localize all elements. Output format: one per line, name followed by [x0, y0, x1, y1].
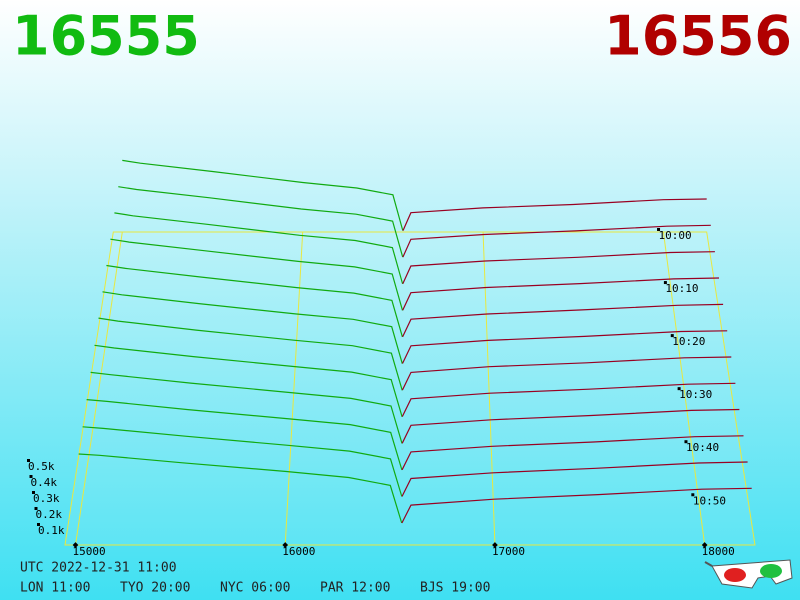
bids-depth-line — [102, 291, 403, 364]
z-tick-mark — [37, 523, 40, 526]
t-tick-label: 10:40 — [686, 441, 719, 454]
bids-depth-line — [90, 371, 403, 444]
bids-depth-line — [114, 212, 404, 285]
x-tick-mark — [492, 542, 498, 548]
asks-depth-line — [402, 198, 707, 231]
asks-depth-line — [402, 277, 720, 311]
z-tick-label: 0.1k — [38, 524, 65, 537]
bids-depth-line — [122, 159, 404, 231]
asks-depth-line — [402, 303, 724, 338]
t-tick-label: 10:50 — [693, 494, 726, 507]
t-tick-mark — [677, 387, 681, 391]
t-tick-mark — [663, 281, 667, 285]
city-time: NYC 06:00 — [220, 581, 290, 596]
x-tick-mark — [72, 542, 79, 548]
grid-line — [74, 231, 123, 546]
z-tick-mark — [34, 507, 38, 510]
asks-depth-line — [401, 435, 744, 471]
asks-depth-line — [401, 461, 748, 497]
asks-depth-line — [401, 487, 752, 524]
x-tick-mark — [282, 542, 289, 548]
asks-depth-line — [402, 251, 715, 285]
t-tick-mark — [691, 493, 695, 497]
t-tick-label: 10:30 — [679, 388, 712, 401]
asks-depth-line — [401, 356, 732, 391]
city-time: PAR 12:00 — [320, 581, 390, 596]
z-tick-mark — [29, 475, 33, 478]
bids-depth-line — [86, 399, 403, 471]
grid-line — [284, 231, 304, 546]
bids-depth-line — [82, 426, 403, 497]
ask-price: 16556 — [604, 5, 792, 68]
x-tick-mark — [701, 542, 708, 548]
asks-depth-line — [401, 330, 728, 364]
city-time: TYO 20:00 — [120, 581, 190, 596]
z-tick-label: 0.2k — [36, 508, 63, 521]
city-times: LON 11:00 TYO 20:00 NYC 06:00 PAR 12:00 BJS … — [20, 581, 490, 596]
asks-depth-line — [401, 408, 740, 444]
bid-price: 16555 — [12, 5, 200, 68]
z-tick-label: 0.4k — [31, 476, 58, 489]
bids-depth-line — [110, 238, 404, 311]
grid-line — [662, 231, 706, 546]
plot: 15000 16000 17000 18000 0.1k 0.2k 0.3k 0.4k 0.5k… — [27, 159, 756, 558]
x-tick-label: 17000 — [492, 545, 525, 558]
floor-frame — [64, 231, 756, 546]
t-tick-mark — [684, 440, 688, 444]
bids-depth-line — [118, 186, 404, 258]
grid-line — [482, 231, 496, 546]
asks-depth-line — [402, 224, 711, 258]
x-tick-label: 15000 — [72, 545, 105, 558]
x-tick-label: 18000 — [702, 545, 735, 558]
bids-depth-line — [94, 344, 403, 417]
z-tick-mark — [32, 491, 35, 494]
t-tick-label: 10:00 — [659, 229, 692, 242]
3d-glasses-icon — [704, 559, 793, 589]
utc-time: UTC 2022-12-31 11:00 — [20, 561, 177, 576]
t-tick-label: 10:20 — [672, 335, 705, 348]
bids-depth-line — [98, 317, 403, 391]
z-tick-label: 0.5k — [28, 460, 55, 473]
z-tick-mark — [27, 459, 30, 462]
asks-depth-line — [401, 382, 736, 417]
x-tick-label: 16000 — [282, 545, 315, 558]
z-tick-label: 0.3k — [33, 492, 60, 505]
bids-depth-line — [78, 453, 403, 524]
bids-depth-line — [106, 264, 403, 338]
city-time: LON 11:00 — [20, 581, 90, 596]
t-tick-mark — [670, 334, 674, 338]
city-time: BJS 19:00 — [420, 581, 490, 596]
t-tick-label: 10:10 — [665, 282, 698, 295]
t-tick-mark — [657, 228, 661, 231]
